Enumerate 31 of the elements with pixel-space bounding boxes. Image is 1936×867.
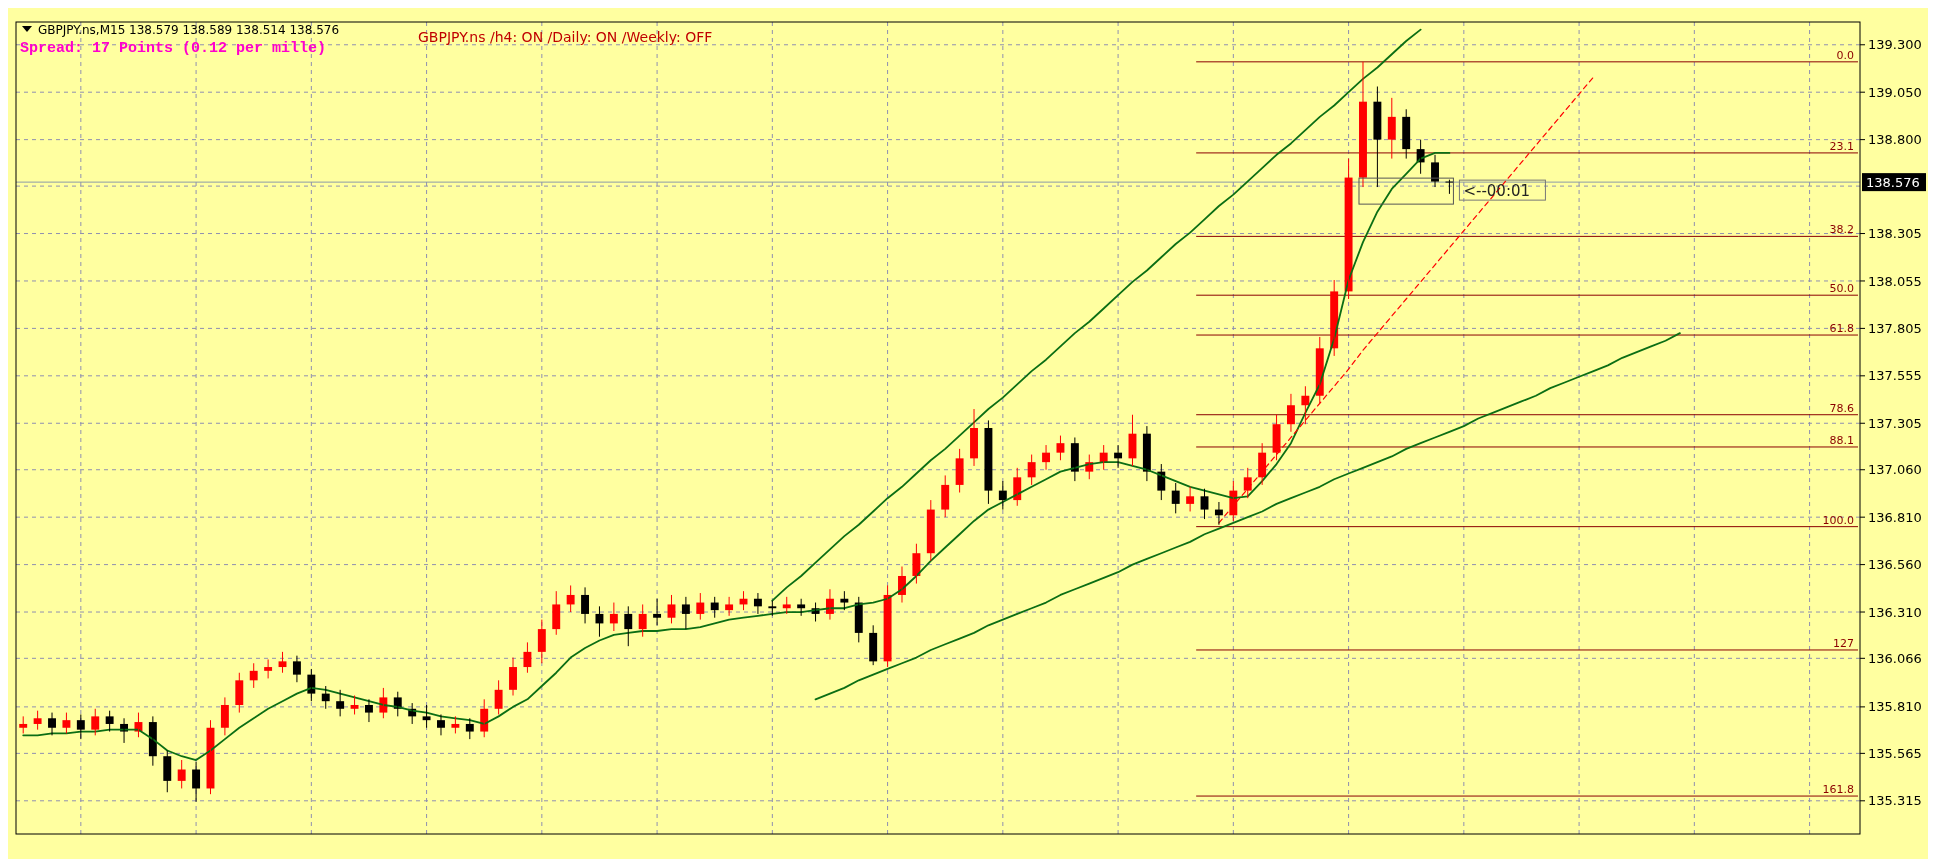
y-tick-label: 137.555: [1868, 368, 1922, 384]
y-tick-label: 139.050: [1868, 84, 1922, 100]
annotation: 0.0: [1836, 48, 1854, 62]
y-tick-label: 137.305: [1868, 415, 1922, 431]
y-tick-label: 136.066: [1868, 650, 1922, 666]
annotation: 161.8: [1822, 783, 1854, 797]
annotation: 100.0: [1822, 513, 1854, 527]
y-tick-label: 138.055: [1868, 273, 1922, 289]
y-tick-label: 135.810: [1868, 699, 1922, 715]
annotation: <--00:01: [1463, 182, 1531, 201]
y-tick-label: 136.560: [1868, 557, 1922, 573]
y-tick-label: 137.060: [1868, 462, 1922, 478]
y-tick-label: 139.300: [1868, 37, 1922, 53]
annotation: 127: [1833, 636, 1854, 650]
annotation: GBPJPY.ns /h4: ON /Daily: ON /Weekly: OFF: [418, 29, 713, 45]
y-tick-label: 138.800: [1868, 132, 1922, 148]
chart-title: GBPJPY.ns,M15 138.579 138.589 138.514 138.576: [38, 23, 340, 37]
annotation: 61.8: [1829, 322, 1854, 336]
annotation: 78.6: [1829, 401, 1854, 415]
y-tick-label: 137.805: [1868, 320, 1922, 336]
annotation: 38.2: [1829, 223, 1854, 237]
y-tick-label: 135.315: [1868, 793, 1922, 809]
y-tick-label: 138.305: [1868, 226, 1922, 242]
y-tick-label: 136.310: [1868, 604, 1922, 620]
y-tick-label: 136.810: [1868, 509, 1922, 525]
annotation: Spread: 17 Points (0.12 per mille): [20, 40, 327, 57]
ref-line-label: 138.576: [1866, 174, 1920, 190]
annotation: 88.1: [1829, 433, 1854, 447]
annotation: 23.1: [1829, 139, 1854, 153]
annotation: 50.0: [1829, 282, 1854, 296]
y-tick-label: 135.565: [1868, 745, 1922, 761]
